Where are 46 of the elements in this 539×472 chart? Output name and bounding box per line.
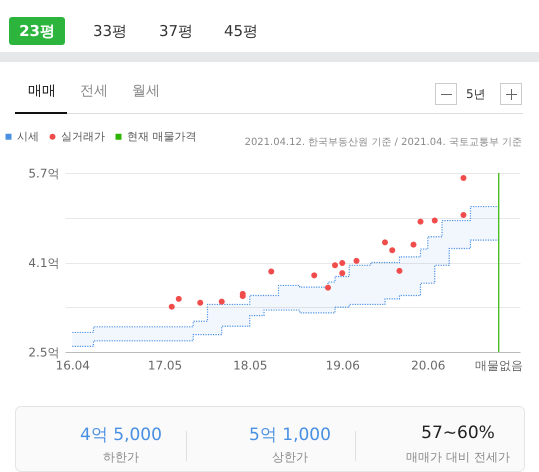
- text: 23평: [9, 17, 65, 45]
- y-tick-label: 4.1억: [28, 256, 60, 270]
- y-tick-label: 2.5억: [28, 346, 60, 360]
- text: 상한가: [271, 449, 309, 466]
- point: [382, 239, 388, 246]
- text: 5억 1,000: [248, 424, 332, 446]
- point: [418, 218, 424, 225]
- point: [311, 272, 318, 278]
- x-tick-label: 18.05: [233, 358, 268, 372]
- text: 매매가 대비 전세가: [405, 449, 511, 466]
- text: 37평: [158, 21, 194, 42]
- point: [389, 247, 396, 254]
- text: 월세: [132, 82, 160, 100]
- point: [460, 212, 466, 218]
- point: [168, 304, 175, 310]
- point: [218, 298, 225, 305]
- point: [197, 300, 204, 306]
- text: 45평: [222, 21, 260, 42]
- legend-label: 시세: [17, 130, 39, 143]
- x-tick-label: 매물없음: [475, 358, 524, 372]
- text: 4억 5,000: [79, 424, 163, 446]
- legend-label: 실거래가: [61, 130, 105, 143]
- x-tick-label: 20.06: [411, 358, 446, 372]
- point: [325, 284, 332, 291]
- point: [268, 268, 274, 274]
- x-tick-label: 16.04: [56, 358, 90, 372]
- text: 매매: [28, 82, 56, 100]
- x-tick-label: 17.05: [148, 358, 182, 372]
- text: 하한가: [102, 449, 140, 466]
- point: [410, 242, 416, 248]
- x-tick-label: 19.06: [326, 358, 360, 372]
- point: [176, 296, 182, 302]
- point: [432, 218, 438, 224]
- text: 5년: [466, 86, 486, 103]
- point: [396, 268, 402, 274]
- point: [354, 258, 360, 264]
- text: 33평: [92, 21, 128, 42]
- y-tick-label: 5.7억: [28, 166, 60, 180]
- text: 전세: [80, 82, 108, 100]
- point: [339, 260, 346, 266]
- point: [332, 262, 338, 268]
- point: [339, 270, 346, 276]
- legend-label: 현재 매물가격: [127, 130, 196, 143]
- text: 2021.04.12. 한국부동산원 기준 / 2021.04. 국토교통부 기준: [244, 136, 522, 149]
- point: [460, 175, 466, 182]
- text: 57~60%: [420, 423, 496, 443]
